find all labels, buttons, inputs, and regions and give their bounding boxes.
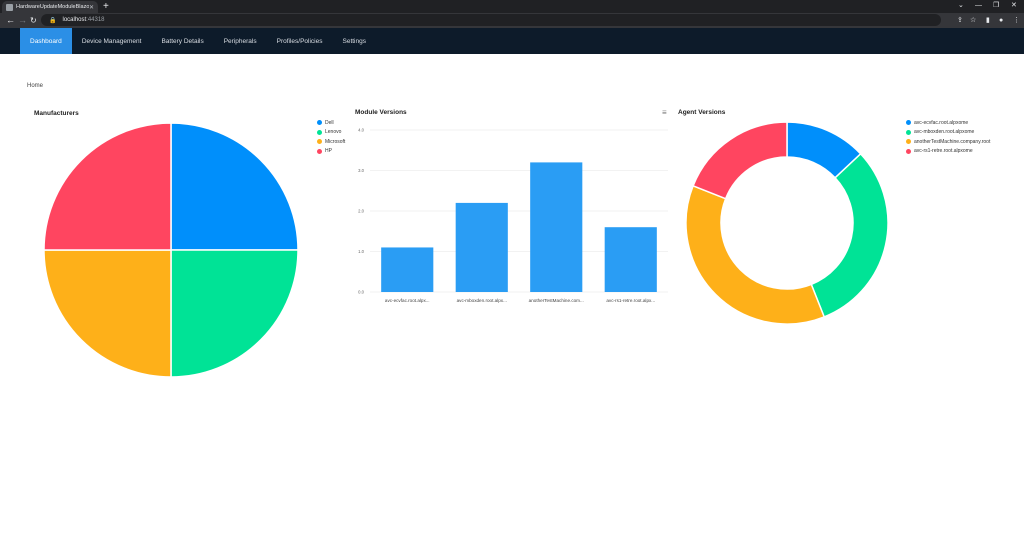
bar-avc-ecvfac-root-alpx[interactable] (381, 247, 434, 292)
legend-marker (317, 139, 322, 145)
browser-toolbar: ← → ↻ 🔒 localhost:44318 ⇪ ☆ ▮ ● ⋮ (0, 13, 1024, 28)
bar-anothertestmachine-com[interactable] (530, 162, 583, 292)
nav-profiles-policies[interactable]: Profiles/Policies (276, 37, 323, 45)
bar-avc-mboxden-root-alpx[interactable] (455, 202, 508, 292)
legend-label: HP (325, 148, 332, 155)
y-tick-label: 1.0 (358, 249, 364, 254)
agent-versions-legend-item[interactable]: anotherTestMachine.company.root (906, 137, 990, 147)
legend-label: Dell (325, 119, 334, 126)
side-panel-icon[interactable]: ▮ (986, 17, 990, 24)
minimize-icon[interactable]: — (975, 2, 982, 9)
legend-marker (906, 129, 911, 135)
manufacturers-slice-microsoft[interactable] (43, 249, 172, 378)
restore-icon[interactable]: ❐ (993, 2, 1000, 9)
close-window-icon[interactable]: ✕ (1011, 2, 1017, 9)
agent-versions-slice-avc-rs1-retre-root-alpxome[interactable] (692, 121, 788, 200)
legend-label: Microsoft (325, 138, 346, 145)
legend-label: avc-rs1-retre.root.alpxome (914, 148, 973, 155)
module-versions-bar-chart: 0.0 1.0 2.0 3.0 4.0 avc-ecvfac.root.alpx... av… (358, 128, 668, 303)
url-host: localhost (62, 17, 87, 23)
agent-versions-legend-item[interactable]: avc-rs1-retre.root.alpxome (906, 147, 990, 157)
manufacturers-legend: Dell Lenovo Microsoft HP (317, 118, 345, 156)
new-tab-icon[interactable]: + (103, 1, 109, 12)
x-tick-label: avc-rs1-retre.root.alpx... (606, 298, 655, 303)
legend-marker (906, 139, 911, 145)
y-tick-label: 3.0 (358, 168, 364, 173)
y-tick-label: 2.0 (358, 209, 364, 214)
bookmark-star-icon[interactable]: ☆ (970, 17, 977, 24)
agent-versions-legend-item[interactable]: avc-mboxden.root.alpxome (906, 128, 990, 138)
bar-avc-rs1-retre-root-alpx[interactable] (604, 227, 657, 292)
page-icon (6, 3, 13, 11)
agent-versions-chart-title: Agent Versions (678, 109, 726, 116)
manufacturers-slice-hp[interactable] (43, 122, 172, 251)
manufacturers-legend-item[interactable]: Lenovo (317, 128, 345, 138)
nav-settings[interactable]: Settings (342, 37, 367, 45)
share-icon[interactable]: ⇪ (957, 17, 963, 24)
y-tick-label: 4.0 (358, 128, 364, 133)
lock-icon[interactable]: 🔒 (49, 17, 57, 24)
nav-links: Dashboard Device Management Battery Deta… (20, 28, 376, 54)
manufacturers-legend-item[interactable]: HP (317, 147, 345, 157)
reload-icon[interactable]: ↻ (30, 16, 37, 25)
nav-peripherals[interactable]: Peripherals (223, 37, 257, 45)
chevron-down-icon[interactable]: ⌄ (958, 2, 964, 9)
tab-title: HardwareUpdateModuleBlazor (16, 4, 89, 10)
manufacturers-legend-item[interactable]: Microsoft (317, 137, 345, 147)
address-bar[interactable]: 🔒 localhost:44318 (41, 14, 941, 26)
chart-menu-icon[interactable]: ≡ (662, 108, 667, 117)
manufacturers-legend-item[interactable]: Dell (317, 118, 345, 128)
manufacturers-pie-chart (43, 122, 299, 378)
y-tick-label: 0.0 (358, 290, 364, 295)
legend-marker (317, 129, 322, 135)
agent-versions-donut-chart (685, 121, 889, 325)
browser-tab[interactable]: HardwareUpdateModuleBlazor ✕ (2, 1, 98, 13)
module-versions-chart-title: Module Versions (355, 109, 407, 116)
agent-versions-legend: avc-ecvfac.root.alpxome avc-mboxden.root.… (906, 118, 990, 156)
legend-label: avc-ecvfac.root.alpxome (914, 119, 969, 126)
x-tick-label: avc-mboxden.root.alpx... (457, 298, 507, 303)
manufacturers-chart-title: Manufacturers (34, 110, 79, 117)
nav-dashboard[interactable]: Dashboard (20, 28, 72, 54)
close-tab-icon[interactable]: ✕ (88, 4, 94, 11)
legend-marker (906, 120, 911, 126)
profile-icon[interactable]: ● (999, 17, 1004, 24)
x-tick-label: anotherTestMachine.com... (529, 298, 584, 303)
legend-marker (317, 148, 322, 154)
manufacturers-slice-dell[interactable] (170, 122, 299, 251)
legend-marker (906, 148, 911, 154)
app-navbar: Dashboard Device Management Battery Deta… (0, 28, 1024, 54)
menu-kebab-icon[interactable]: ⋮ (1013, 17, 1020, 24)
agent-versions-slice-avc-mboxden-root-alpxome[interactable] (810, 152, 889, 318)
x-tick-label: avc-ecvfac.root.alpx... (385, 298, 430, 303)
legend-label: avc-mboxden.root.alpxome (914, 129, 975, 136)
nav-device-management[interactable]: Device Management (81, 37, 142, 45)
forward-icon[interactable]: → (18, 15, 27, 25)
browser-tab-strip: HardwareUpdateModuleBlazor ✕ + ⌄ — ❐ ✕ (0, 0, 1024, 13)
legend-label: anotherTestMachine.company.root (914, 138, 991, 145)
url-port: :44318 (86, 17, 105, 23)
nav-battery-details[interactable]: Battery Details (161, 37, 204, 45)
agent-versions-legend-item[interactable]: avc-ecvfac.root.alpxome (906, 118, 990, 128)
back-icon[interactable]: ← (6, 15, 15, 25)
breadcrumb[interactable]: Home (27, 83, 44, 89)
legend-label: Lenovo (325, 129, 342, 136)
legend-marker (317, 120, 322, 126)
manufacturers-slice-lenovo[interactable] (170, 249, 299, 378)
agent-versions-slice-anothertestmachine-company-root[interactable] (685, 184, 826, 325)
